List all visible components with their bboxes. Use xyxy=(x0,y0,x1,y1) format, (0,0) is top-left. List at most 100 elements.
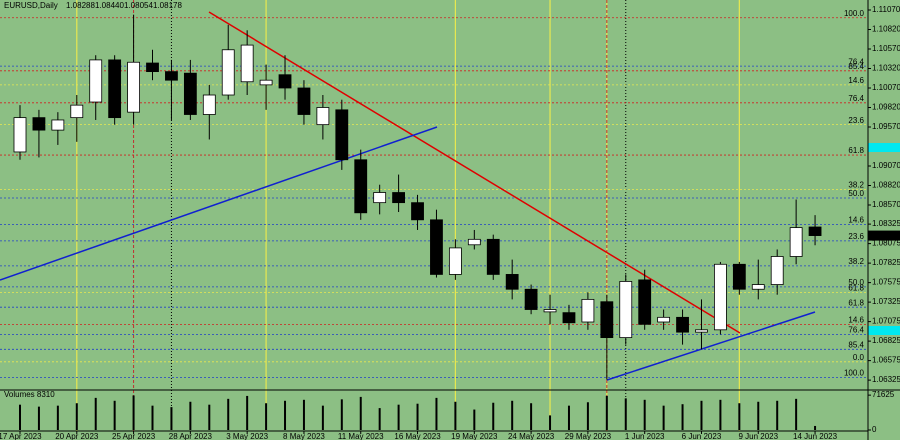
candle-up xyxy=(89,59,103,103)
x-tick-label: 14 Jun 2023 xyxy=(793,432,838,440)
x-tick-label: 24 May 2023 xyxy=(508,432,555,440)
level-label: 14.6 xyxy=(848,216,864,225)
candle-up xyxy=(259,79,273,86)
x-tick-label: 8 May 2023 xyxy=(283,432,325,440)
candle-up xyxy=(240,44,254,83)
y-tick-label: 1.09070 xyxy=(872,161,900,170)
quote-value: 1.08178 xyxy=(153,1,182,10)
quote-value: 1.08054 xyxy=(124,1,153,10)
candle-up xyxy=(695,329,708,333)
y-tick-label: 1.08570 xyxy=(872,200,900,209)
y-tick-label: 1.09820 xyxy=(872,103,900,112)
candle-down xyxy=(146,62,159,73)
x-tick-label: 11 May 2023 xyxy=(338,432,384,440)
candle-down xyxy=(32,117,46,131)
y-tick-label: 1.11070 xyxy=(872,5,900,14)
y-tick-label: 1.07075 xyxy=(872,317,900,326)
x-tick-label: 19 May 2023 xyxy=(451,432,498,440)
y-tick-label: 1.06575 xyxy=(872,356,900,365)
volume-tick-label: 0 xyxy=(872,425,877,434)
candle-up xyxy=(448,247,462,275)
level-label: 23.6 xyxy=(848,116,864,125)
level-label: 50.0 xyxy=(848,189,864,198)
volume-tick-label: 71625 xyxy=(872,390,895,399)
y-tick-label: 1.10570 xyxy=(872,44,900,53)
level-label: 61.8 xyxy=(848,283,864,292)
candle-down xyxy=(108,59,122,119)
candle-up xyxy=(770,256,784,285)
level-label: 100.0 xyxy=(844,9,865,18)
candle-up xyxy=(51,119,65,131)
y-tick-label: 1.07325 xyxy=(872,297,900,306)
x-tick-label: 9 Jun 2023 xyxy=(738,432,778,440)
candle-up xyxy=(581,298,595,323)
candle-down xyxy=(600,301,614,339)
level-label: 38.2 xyxy=(848,257,864,266)
x-tick-label: 16 May 2023 xyxy=(394,432,441,440)
x-tick-label: 3 May 2023 xyxy=(226,432,268,440)
trend-line xyxy=(606,311,816,381)
candle-down xyxy=(430,219,443,275)
candle-down xyxy=(392,192,406,204)
y-tick-label: 1.10820 xyxy=(872,25,900,34)
level-label: 76.4 xyxy=(848,326,864,335)
candle-down xyxy=(486,238,500,275)
candle-down xyxy=(505,274,519,290)
candle-down xyxy=(165,71,178,81)
candle-up xyxy=(543,309,557,313)
y-tick-label: 1.06325 xyxy=(872,375,900,384)
candle-down xyxy=(335,109,349,161)
candle-up xyxy=(13,117,27,153)
level-label: 76.4 xyxy=(848,94,864,103)
level-label: 76.4 xyxy=(848,57,864,66)
candle-up xyxy=(127,61,140,113)
candle-down xyxy=(183,72,197,115)
candle-up xyxy=(202,94,216,115)
x-tick-label: 29 May 2023 xyxy=(565,432,612,440)
quote-value: 1.08440 xyxy=(95,1,124,10)
candle-up xyxy=(70,104,84,119)
candle-up xyxy=(619,281,633,339)
candle-down xyxy=(354,159,368,214)
candle-down xyxy=(808,226,822,236)
current-price-box xyxy=(868,230,900,241)
y-tick-label: 1.10070 xyxy=(872,83,900,92)
candle-down xyxy=(411,202,424,221)
level-label: 14.6 xyxy=(848,315,864,324)
y-tick-label: 1.09570 xyxy=(872,122,900,131)
candle-down xyxy=(732,263,746,290)
y-tick-label: 1.07825 xyxy=(872,258,900,267)
x-tick-label: 17 Apr 2023 xyxy=(0,432,42,440)
candle-down xyxy=(524,288,538,310)
chart-title: EURUSD,Daily xyxy=(4,1,58,10)
candle-up xyxy=(789,227,803,257)
candle-up xyxy=(751,284,765,290)
quote-value: 1.08288 xyxy=(66,1,95,10)
candle-up xyxy=(467,238,481,246)
level-label: 100.0 xyxy=(844,369,865,378)
level-label: 85.4 xyxy=(848,340,864,349)
x-tick-label: 1 Jun 2023 xyxy=(625,432,665,440)
level-label: 85.4 xyxy=(848,62,864,71)
level-label: 14.6 xyxy=(848,76,864,85)
candle-down xyxy=(676,316,689,333)
level-label: 61.8 xyxy=(848,146,864,155)
level-label: 0.0 xyxy=(853,353,865,362)
y-tick-label: 1.06825 xyxy=(872,336,900,345)
current-price-label: 1.08178 xyxy=(870,231,899,240)
x-tick-label: 20 Apr 2023 xyxy=(55,432,99,440)
level-label: 38.2 xyxy=(848,181,864,190)
y-tick-label: 1.07575 xyxy=(872,278,900,287)
y-tick-label: 1.10320 xyxy=(872,64,900,73)
x-tick-label: 25 Apr 2023 xyxy=(112,432,156,440)
trend-line xyxy=(0,126,438,281)
price-marker xyxy=(868,326,900,335)
candle-up xyxy=(221,49,235,96)
candle-down xyxy=(638,279,652,325)
candle-up xyxy=(714,263,727,331)
level-label: 23.6 xyxy=(848,232,864,241)
level-label: 61.8 xyxy=(848,298,864,307)
y-tick-label: 1.08325 xyxy=(872,219,900,228)
